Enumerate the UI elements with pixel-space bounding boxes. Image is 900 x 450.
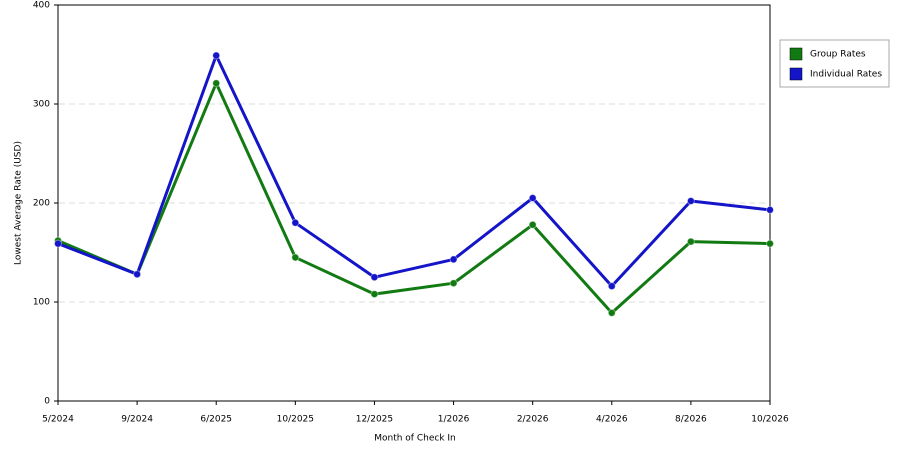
x-tick-label: 5/2024 [42,415,74,425]
series-line [57,53,771,288]
data-point [607,282,616,291]
data-point [766,205,774,214]
y-tick-label: 300 [33,100,50,110]
x-tick-label: 6/2025 [200,415,232,425]
data-point [54,239,62,248]
data-point [212,51,221,60]
y-axis-title: Lowest Average Rate (USD) [14,141,24,265]
x-tick-label: 4/2026 [596,415,628,425]
x-tick-label: 2/2026 [517,415,549,425]
x-tick-label: 1/2026 [438,415,470,425]
y-tick-label: 100 [33,298,50,308]
data-point [686,237,695,246]
legend-label: Group Rates [810,50,866,60]
data-point [528,220,537,229]
legend-label: Individual Rates [810,70,882,80]
y-tick-label: 400 [33,1,50,11]
x-tick-label: 10/2025 [277,415,314,425]
data-point [607,308,616,317]
data-point [528,194,537,203]
legend-swatch [789,67,803,81]
y-tick-label: 0 [44,397,50,407]
data-point [449,255,458,264]
x-tick-label: 10/2026 [751,415,789,425]
series-line [57,81,771,315]
data-point [449,279,458,288]
legend-swatch [789,47,803,61]
x-tick-label: 8/2026 [675,415,707,425]
data-point [686,197,695,206]
data-point [291,218,300,227]
x-axis-title: Month of Check In [374,434,456,444]
data-point [133,270,142,279]
data-point [370,290,379,299]
x-tick-label: 9/2024 [121,415,153,425]
x-tick-label: 12/2025 [356,415,393,425]
data-point [766,239,774,248]
data-point [291,253,300,262]
data-point [370,273,379,282]
data-point [212,79,221,88]
y-tick-label: 200 [33,199,50,209]
